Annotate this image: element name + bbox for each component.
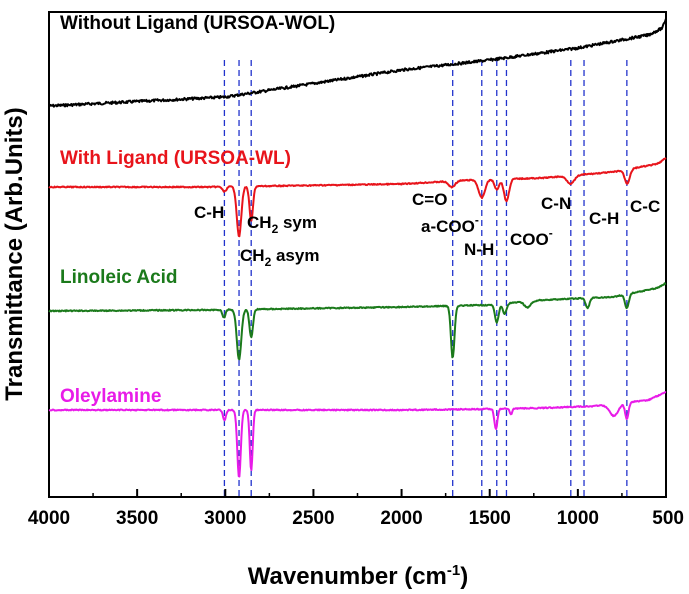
x-tick-label-3000: 3000 <box>204 508 246 529</box>
series-line-without-ligand-ursoa-wol <box>48 18 667 108</box>
series-label-without-ligand: Without Ligand (URSOA-WOL) <box>60 13 335 34</box>
x-axis-title: Wavenumber (cm-1) <box>248 562 469 590</box>
plot-frame <box>48 11 667 498</box>
annotation-coo: COO- <box>510 226 553 249</box>
x-axis-ticks <box>48 489 667 497</box>
x-tick-label-2500: 2500 <box>292 508 334 529</box>
annotation-ch2-asym: CH2 asym <box>240 246 319 269</box>
series-label-oleylamine: Oleylamine <box>60 386 161 407</box>
series-lines <box>48 18 667 478</box>
reference-lines <box>223 60 628 497</box>
annotation-c-h-bend: C-H <box>589 209 619 228</box>
y-axis-title: Transmittance (Arb.Units) <box>1 107 28 400</box>
x-tick-label-2000: 2000 <box>380 508 422 529</box>
annotation-ch2-sym: CH2 sym <box>247 213 317 236</box>
annotation-a-coo: a-COO- <box>421 213 479 236</box>
x-tick-label-500: 500 <box>652 508 684 529</box>
annotation-c-o: C=O <box>412 190 447 209</box>
series-line-linoleic-acid <box>48 282 667 361</box>
annotation-c-c: C-C <box>630 197 660 216</box>
x-tick-label-4000: 4000 <box>28 508 70 529</box>
x-tick-label-1000: 1000 <box>557 508 599 529</box>
annotation-n-h: N-H <box>464 240 494 259</box>
x-tick-label-1500: 1500 <box>469 508 511 529</box>
series-line-with-ligand-ursoa-wl <box>48 157 667 238</box>
series-label-linoleic-acid: Linoleic Acid <box>60 267 178 288</box>
series-label-with-ligand: With Ligand (URSOA-WL) <box>60 148 291 169</box>
annotation-c-h-stretch: C-H <box>194 203 224 222</box>
x-axis-tick-labels: 4000 3500 3000 2500 2000 1500 1000 500 <box>28 508 684 529</box>
annotation-c-n: C-N <box>541 194 571 213</box>
x-tick-label-3500: 3500 <box>116 508 158 529</box>
series-line-oleylamine <box>48 391 667 478</box>
